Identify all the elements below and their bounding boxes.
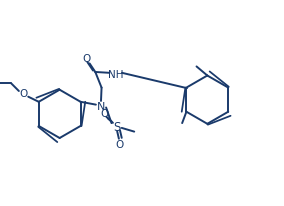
Text: O: O: [100, 108, 108, 118]
Text: O: O: [115, 140, 124, 150]
Text: O: O: [19, 89, 27, 99]
Text: O: O: [83, 54, 91, 63]
Text: N: N: [97, 102, 105, 111]
Text: NH: NH: [108, 70, 124, 80]
Text: S: S: [113, 121, 120, 133]
